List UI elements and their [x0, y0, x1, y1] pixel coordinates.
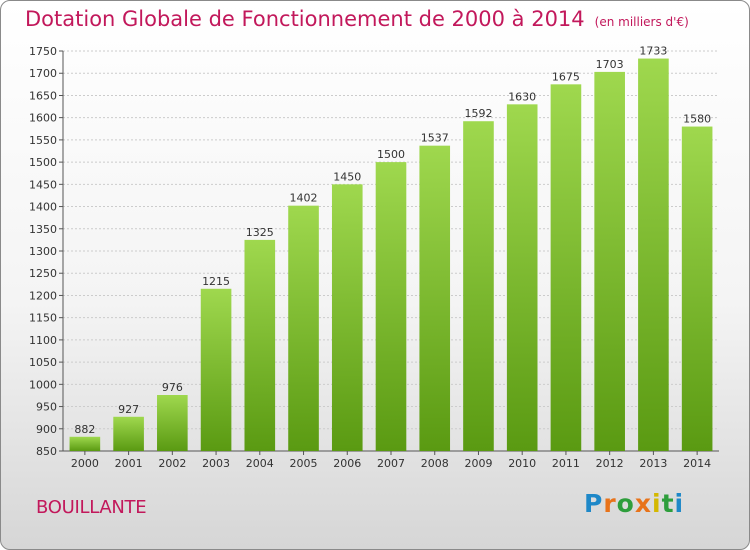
y-tick-label: 1650 [29, 89, 57, 102]
logo-letter: t [661, 489, 675, 518]
y-tick-label: 900 [36, 423, 57, 436]
y-tick-label: 1000 [29, 378, 57, 391]
x-tick-label-2006: 2006 [333, 457, 361, 470]
bar-2004 [244, 239, 276, 451]
y-tick-label: 950 [36, 401, 57, 414]
bar-2010 [506, 104, 538, 451]
value-label-2002: 976 [162, 381, 183, 394]
bar-2008 [419, 145, 451, 451]
bar-2005 [288, 205, 319, 451]
x-tick-label-2009: 2009 [464, 457, 492, 470]
y-tick-label: 1550 [29, 134, 57, 147]
logo-letter: i [652, 489, 662, 518]
chart-title-text: Dotation Globale de Fonctionnement de 20… [25, 7, 585, 31]
x-tick-label-2002: 2002 [158, 457, 186, 470]
y-tick-label: 1200 [29, 289, 57, 302]
proxiti-logo: Proxiti [584, 489, 684, 518]
value-label-2009: 1592 [464, 107, 492, 120]
x-tick-label-2013: 2013 [639, 457, 667, 470]
value-label-2006: 1450 [333, 170, 361, 183]
y-tick-label: 1600 [29, 112, 57, 125]
x-tick-label-2014: 2014 [683, 457, 711, 470]
bar-2000 [69, 436, 101, 451]
y-tick-label: 1300 [29, 245, 57, 258]
x-tick-labels: 2000 2001 2002 2003 2004 2005 2006 2007 2008 2009… [71, 457, 711, 470]
x-tick-label-2010: 2010 [508, 457, 536, 470]
y-tick-label: 1250 [29, 267, 57, 280]
value-label-2001: 927 [118, 403, 139, 416]
bar-2001 [113, 416, 144, 451]
bar-2014 [681, 126, 713, 452]
value-label-2005: 1402 [290, 192, 318, 205]
x-tick-label-2001: 2001 [115, 457, 143, 470]
bar-2011 [550, 84, 582, 451]
y-tick-label: 1350 [29, 223, 57, 236]
value-label-2010: 1630 [508, 90, 536, 103]
x-tick-label-2003: 2003 [202, 457, 230, 470]
value-label-2003: 1215 [202, 275, 230, 288]
x-tick-label-2012: 2012 [596, 457, 624, 470]
y-tick-labels: 850 900 950 1000 1050 1100 1150 1200 1250 1300 135… [29, 45, 57, 458]
logo-letter: P [584, 489, 604, 518]
x-tick-label-2007: 2007 [377, 457, 405, 470]
value-label-2011: 1675 [552, 70, 580, 83]
bar-2009 [463, 121, 494, 451]
logo-letter: o [616, 489, 635, 518]
value-label-2013: 1733 [639, 45, 667, 58]
value-label-2004: 1325 [246, 226, 274, 239]
value-label-2007: 1500 [377, 148, 405, 161]
value-label-2012: 1703 [596, 58, 624, 71]
y-tick-label: 1150 [29, 312, 57, 325]
value-labels: 882 927 976 1215 1325 1402 1450 1500 1537 1592 163… [74, 45, 711, 436]
y-tick-label: 1750 [29, 45, 57, 58]
logo-letter: x [634, 489, 652, 518]
chart-subtitle: (en milliers d'€) [594, 15, 689, 29]
x-tick-label-2005: 2005 [290, 457, 318, 470]
bars [69, 58, 713, 452]
value-label-2000: 882 [74, 423, 95, 436]
y-tick-label: 850 [36, 445, 57, 458]
value-label-2008: 1537 [421, 132, 449, 145]
y-tick-label: 1450 [29, 178, 57, 191]
logo-letter: i [674, 489, 685, 518]
bar-2002 [157, 395, 188, 451]
bar-2012 [594, 71, 625, 451]
bar-2013 [638, 58, 669, 452]
logo-letter: r [603, 489, 617, 518]
x-tick-label-2011: 2011 [552, 457, 580, 470]
y-tick-label: 1700 [29, 67, 57, 80]
x-tick-label-2000: 2000 [71, 457, 99, 470]
x-tick-label-2008: 2008 [421, 457, 449, 470]
y-tick-label: 1400 [29, 201, 57, 214]
city-name: BOUILLANTE [36, 497, 147, 518]
x-tick-label-2004: 2004 [246, 457, 274, 470]
chart-title: Dotation Globale de Fonctionnement de 20… [25, 7, 689, 31]
bar-2006 [331, 184, 363, 452]
value-label-2014: 1580 [683, 113, 711, 126]
bar-2003 [200, 288, 232, 451]
bar-2007 [375, 162, 407, 451]
y-tick-label: 1500 [29, 156, 57, 169]
y-tick-label: 1050 [29, 356, 57, 369]
y-tick-label: 1100 [29, 334, 57, 347]
